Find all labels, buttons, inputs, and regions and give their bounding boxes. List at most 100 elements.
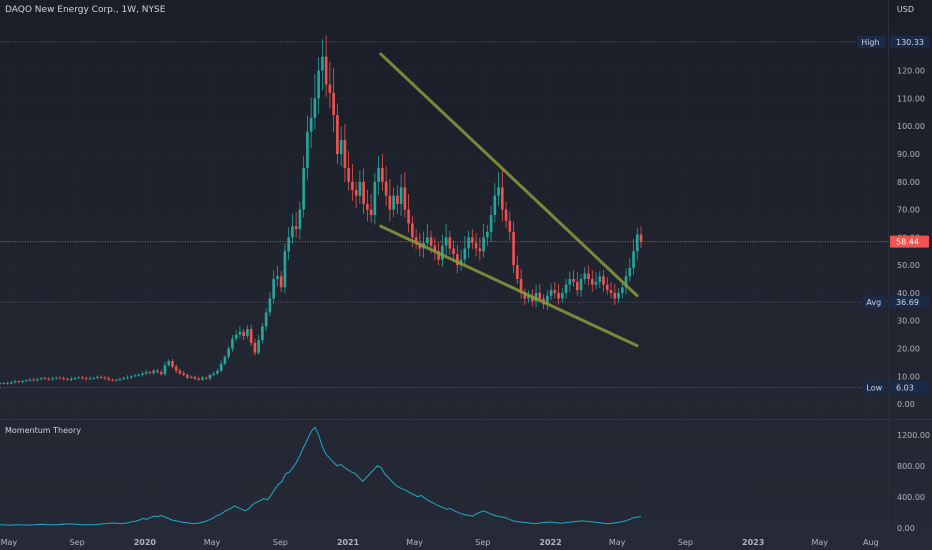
candle-body	[156, 370, 159, 373]
candle-body	[309, 117, 313, 132]
candle-body	[523, 292, 527, 299]
candle-body	[474, 242, 478, 249]
candle-body	[28, 379, 32, 381]
candle-body	[414, 237, 418, 243]
price-tick-label: 20.00	[897, 345, 920, 354]
price-tick-label: 10.00	[897, 372, 920, 381]
candle-body	[204, 377, 208, 379]
time-tick-label: May	[406, 538, 423, 547]
time-tick-label: May	[1, 538, 18, 547]
candle-body	[624, 276, 628, 288]
last-value: 58.44	[896, 238, 919, 247]
candle-body	[384, 181, 388, 196]
candle-body	[118, 379, 122, 380]
time-tick-label: Sep	[70, 538, 85, 547]
candle-body	[501, 187, 504, 210]
candle-body	[246, 329, 249, 337]
candle-body	[137, 374, 141, 376]
candle-body	[613, 292, 617, 299]
candle-body	[253, 342, 257, 353]
candle-body	[354, 190, 358, 196]
last-value-bg	[890, 235, 929, 248]
price-tick-label: 70.00	[897, 206, 920, 215]
candle-body	[411, 223, 414, 238]
candle-body	[516, 265, 519, 280]
candle-body	[283, 251, 287, 288]
candle-body	[99, 376, 103, 378]
candle-body	[152, 370, 156, 373]
candle-body	[69, 378, 73, 380]
candle-body	[568, 279, 572, 285]
currency-label[interactable]: USD	[896, 5, 914, 14]
candle-body	[602, 276, 605, 285]
candle-body	[407, 209, 410, 224]
trendline[interactable]	[379, 52, 639, 298]
chart-title: DAQO New Energy Corp., 1W, NYSE	[5, 5, 166, 15]
candle-body	[399, 187, 403, 204]
candle-body	[441, 245, 444, 260]
candle-body	[261, 326, 264, 341]
candle-body	[594, 281, 598, 285]
candle-body	[6, 382, 9, 384]
price-tick-label: 110.00	[897, 94, 925, 103]
price-tick-label: 100.00	[897, 122, 925, 131]
candle-body	[111, 379, 114, 381]
candle-body	[84, 378, 88, 380]
momentum-line	[0, 426, 642, 526]
high-value-bg	[890, 35, 929, 48]
candle-body	[92, 377, 96, 379]
candle-body	[58, 377, 62, 379]
candle-body	[452, 248, 455, 255]
candle-body	[294, 226, 298, 230]
price-tick-label: 120.00	[897, 67, 925, 76]
candle-body	[437, 251, 440, 260]
candle-body	[549, 290, 553, 296]
candle-body	[9, 382, 13, 384]
candle-body	[54, 377, 58, 379]
momentum-tick-label: 1200.00	[897, 431, 930, 440]
avg-value-bg	[890, 296, 929, 309]
candle-body	[126, 377, 129, 379]
candle-body	[51, 378, 54, 380]
high-tag-label: High	[861, 38, 879, 47]
candle-body	[36, 379, 39, 381]
candle-body	[527, 295, 530, 299]
candle-body	[493, 195, 497, 216]
candle-body	[96, 376, 99, 378]
price-tick-label: 90.00	[897, 150, 920, 159]
candle-body	[257, 340, 260, 353]
momentum-tick-label: 800.00	[897, 462, 925, 471]
candle-body	[579, 279, 583, 291]
candle-body	[0, 383, 2, 385]
time-tick-label: 2022	[539, 538, 561, 547]
candle-body	[291, 226, 294, 238]
high-value: 130.33	[896, 38, 924, 47]
momentum-tick-label: 0.00	[897, 524, 915, 533]
candle-body	[13, 381, 17, 383]
candle-body	[43, 378, 47, 380]
candle-body	[212, 373, 215, 375]
candle-body	[620, 287, 624, 293]
trendline[interactable]	[379, 224, 639, 348]
candle-body	[73, 377, 77, 379]
time-tick-label: May	[204, 538, 221, 547]
high-tag-bg	[857, 35, 886, 48]
candle-body	[575, 281, 579, 291]
candle-body	[2, 382, 6, 384]
candle-body	[24, 380, 28, 382]
candle-body	[519, 279, 523, 293]
candle-body	[197, 378, 200, 380]
candle-body	[114, 379, 118, 381]
candle-body	[587, 273, 590, 280]
low-tag-bg	[862, 381, 886, 394]
candle-body	[174, 366, 178, 371]
candle-body	[324, 56, 328, 85]
candle-body	[482, 237, 485, 252]
candle-body	[617, 292, 620, 299]
candle-body	[343, 140, 347, 168]
candle-body	[47, 378, 51, 380]
candle-body	[223, 356, 227, 364]
candle-body	[32, 379, 36, 381]
candle-body	[313, 98, 317, 118]
